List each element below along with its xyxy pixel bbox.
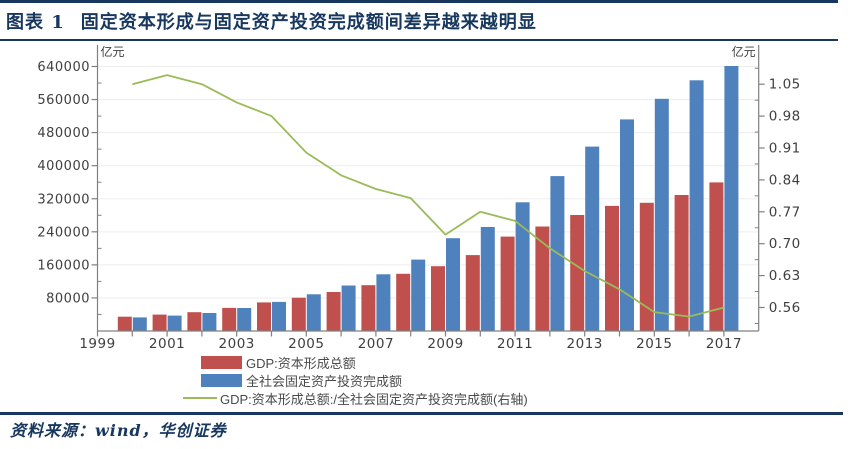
left-axis-tick-label: 480000 [37, 126, 90, 141]
x-axis-tick-label: 2017 [706, 336, 742, 352]
right-axis-tick-label: 0.98 [769, 109, 801, 125]
left-axis-tick-label: 640000 [37, 60, 90, 75]
figure-label: 图表 1 [6, 12, 65, 33]
right-axis-tick-label: 0.77 [769, 204, 801, 220]
left-axis-tick-label: 560000 [37, 93, 90, 108]
right-axis-tick-label: 0.70 [769, 236, 801, 252]
right-axis-tick-label: 0.91 [769, 141, 801, 157]
left-axis-tick-label: 400000 [37, 159, 90, 174]
bar-capital-formation-2017 [709, 182, 724, 331]
legend-item-capital-formation: GDP:资本形成总额 [201, 354, 356, 371]
right-axis-tick-label: 0.63 [769, 268, 801, 284]
bar-capital-formation-2008 [396, 273, 411, 331]
bar-fixed-asset-investment-2011 [515, 202, 530, 331]
bar-capital-formation-2002 [187, 312, 202, 331]
source-note: 资料来源：wind，华创证券 [10, 421, 227, 440]
figure-title-text: 固定资本形成与固定资产投资完成额间差异越来越明显 [80, 12, 537, 33]
bar-fixed-asset-investment-2007 [376, 274, 391, 331]
right-axis-tick-label: 0.84 [769, 172, 801, 188]
left-axis-tick-label: 320000 [37, 192, 90, 207]
bar-capital-formation-2009 [431, 266, 445, 331]
top-border-line [0, 0, 838, 3]
bar-capital-formation-2011 [500, 236, 515, 331]
bar-capital-formation-2012 [535, 226, 550, 331]
bar-fixed-asset-investment-2010 [480, 227, 495, 331]
x-axis-tick-label: 2011 [497, 336, 533, 352]
x-axis-tick-label: 1999 [79, 336, 115, 352]
bar-fixed-asset-investment-2008 [411, 259, 426, 331]
bar-capital-formation-2015 [639, 202, 654, 331]
bar-capital-formation-2000 [117, 316, 132, 331]
x-axis-tick-label: 2009 [427, 336, 463, 352]
bar-fixed-asset-investment-2017 [724, 66, 739, 331]
bar-fixed-asset-investment-2004 [272, 301, 286, 331]
bar-capital-formation-2001 [152, 314, 167, 331]
bar-fixed-asset-investment-2001 [167, 315, 182, 331]
bar-fixed-asset-investment-2013 [585, 146, 600, 331]
bar-capital-formation-2016 [674, 195, 689, 331]
x-axis-tick-label: 2013 [567, 336, 603, 352]
title-underline [0, 39, 838, 41]
right-axis-tick-label: 0.56 [769, 300, 801, 316]
bar-fixed-asset-investment-2000 [132, 317, 147, 331]
bar-capital-formation-2003 [222, 307, 237, 331]
left-axis-tick-label: 160000 [37, 258, 90, 273]
bar-capital-formation-2004 [257, 302, 271, 331]
bar-capital-formation-2014 [605, 205, 619, 331]
x-axis-tick-label: 2001 [149, 336, 185, 352]
chart-title: 图表 1 固定资本形成与固定资产投资完成额间差异越来越明显 [6, 8, 537, 34]
bar-capital-formation-2010 [465, 255, 480, 331]
right-axis-unit-label: 亿元 [732, 44, 756, 59]
bar-fixed-asset-investment-2002 [202, 313, 217, 331]
legend-label-fixed-asset-investment: 全社会固定资产投资完成额 [246, 373, 403, 389]
x-axis-tick-label: 2005 [288, 336, 324, 352]
legend-swatch-blue [201, 373, 242, 387]
left-axis-tick-label: 80000 [46, 291, 90, 306]
bar-capital-formation-2013 [570, 215, 585, 331]
legend-item-fixed-asset-investment: 全社会固定资产投资完成额 [201, 372, 403, 389]
x-axis-tick-label: 2015 [636, 336, 672, 352]
bar-fixed-asset-investment-2005 [306, 294, 321, 331]
bar-capital-formation-2007 [361, 285, 376, 331]
bar-fixed-asset-investment-2016 [689, 80, 704, 331]
bar-capital-formation-2005 [291, 297, 306, 331]
x-axis-tick-label: 2007 [358, 336, 394, 352]
left-axis-unit-label: 亿元 [101, 44, 125, 59]
legend-swatch-red [201, 355, 242, 369]
footer-separator-line [0, 412, 843, 415]
bar-capital-formation-2006 [326, 292, 341, 331]
right-axis-tick-label: 1.05 [769, 77, 801, 93]
legend-item-ratio-line: GDP:资本形成总额:/全社会固定资产投资完成额(右轴) [183, 390, 528, 407]
ratio-line [132, 74, 725, 318]
legend-swatch-line [183, 397, 217, 399]
legend-label-ratio: GDP:资本形成总额:/全社会固定资产投资完成额(右轴) [220, 391, 528, 407]
bar-fixed-asset-investment-2015 [654, 98, 669, 331]
bar-fixed-asset-investment-2006 [341, 285, 356, 331]
bar-fixed-asset-investment-2003 [237, 308, 252, 331]
x-axis-tick-label: 2003 [219, 336, 255, 352]
bar-fixed-asset-investment-2014 [620, 119, 634, 332]
bar-fixed-asset-investment-2009 [446, 238, 460, 331]
left-axis-tick-label: 240000 [37, 225, 90, 240]
legend-label-capital-formation: GDP:资本形成总额 [246, 355, 356, 371]
